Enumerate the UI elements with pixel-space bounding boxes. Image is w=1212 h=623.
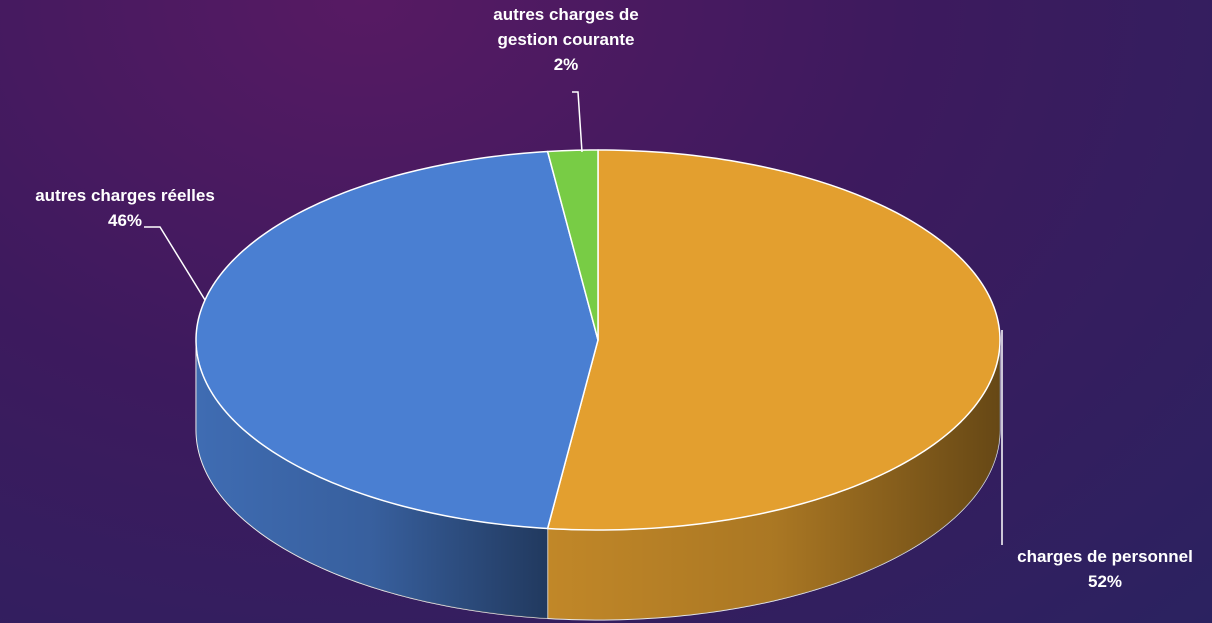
slice-label: autres charges de gestion courante 2% bbox=[436, 2, 696, 77]
leader-line bbox=[572, 91, 583, 153]
pie-slice bbox=[546, 149, 599, 341]
pie-side-shade bbox=[196, 340, 548, 619]
category-label: charges de personnel bbox=[1017, 547, 1193, 566]
category-label: autres charges de gestion courante bbox=[493, 5, 639, 49]
value-label: 46% bbox=[107, 211, 143, 230]
value-label: 2% bbox=[553, 55, 579, 74]
slice-label: autres charges réelles 46% bbox=[0, 183, 250, 233]
leader-line bbox=[144, 226, 206, 301]
pie-slice bbox=[195, 150, 599, 530]
slice-label: charges de personnel 52% bbox=[985, 544, 1212, 594]
pie-slice bbox=[546, 149, 1001, 531]
category-label: autres charges réelles bbox=[35, 186, 215, 205]
pie-tops bbox=[195, 149, 1001, 531]
value-label: 52% bbox=[1087, 572, 1123, 591]
pie-side-shade bbox=[547, 340, 1000, 620]
